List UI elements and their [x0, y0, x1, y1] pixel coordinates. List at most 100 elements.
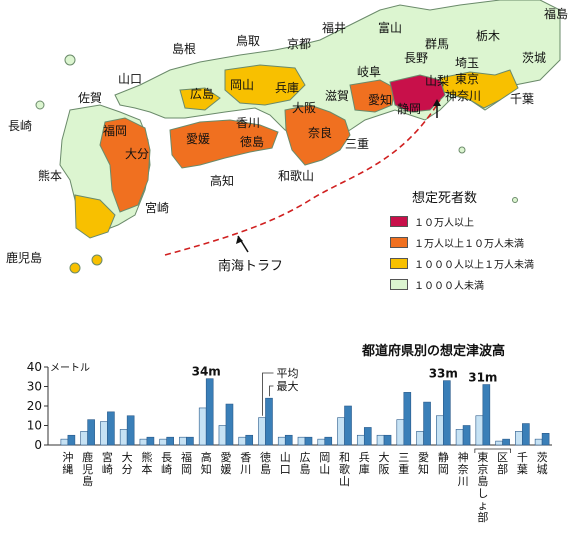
- category-label: 区: [497, 451, 508, 464]
- legend-item: １万人以上１０万人未満: [390, 235, 524, 250]
- category-label: 川: [458, 475, 469, 488]
- legend-item: １０００人未満: [390, 277, 484, 292]
- bar-average: [495, 440, 503, 446]
- category-label: 崎: [161, 462, 172, 476]
- category-label: 縄: [62, 462, 73, 476]
- prefecture-label: 群馬: [425, 37, 450, 51]
- legend-swatch: [390, 237, 408, 248]
- series-legend-label: 最大: [276, 379, 298, 393]
- bar-max: [383, 434, 392, 446]
- prefecture-label: 香川: [236, 116, 261, 130]
- kinki-yellow: [224, 64, 306, 106]
- prefecture-label: 京都: [287, 37, 312, 51]
- chart-title: 都道府県別の想定津波高: [362, 344, 506, 359]
- category-label: 愛: [418, 451, 429, 464]
- prefecture-label: 愛媛: [186, 132, 211, 146]
- bar-average: [515, 431, 523, 446]
- bar-max: [166, 436, 174, 446]
- bar-average: [396, 419, 405, 446]
- category-label: 宮: [102, 450, 113, 464]
- prefecture-label: 埼玉: [455, 56, 480, 70]
- bar-average: [100, 421, 108, 446]
- bar-average: [356, 434, 365, 446]
- bar-average: [455, 429, 464, 446]
- category-label: 長: [161, 451, 172, 464]
- prefecture-label: 徳島: [240, 135, 265, 149]
- category-label: 本: [141, 462, 152, 476]
- legend-label: １０００人未満: [414, 281, 484, 292]
- bar-max: [462, 425, 471, 446]
- y-axis-label: メートル: [50, 363, 90, 374]
- bar-max: [423, 401, 431, 446]
- category-label: 茨: [537, 450, 548, 464]
- bar-average: [337, 417, 345, 446]
- prefecture-label: 熊本: [38, 169, 63, 183]
- prefecture-label: 広島: [190, 87, 215, 101]
- bar-max: [363, 427, 372, 446]
- bar-max: [522, 423, 530, 446]
- category-label: 島: [260, 462, 271, 476]
- category-label: 大: [379, 450, 390, 464]
- map-graphic: [35, 0, 561, 274]
- category-label: 岡: [181, 463, 192, 476]
- prefecture-label: 滋賀: [325, 89, 350, 103]
- legend-label: １０００人以上１万人未満: [414, 260, 534, 271]
- y-tick-label: 30: [27, 380, 42, 394]
- prefecture-label: 和歌山: [278, 169, 315, 183]
- prefecture-label: 岐阜: [357, 65, 382, 79]
- bar-max: [541, 433, 550, 446]
- island-3: [69, 262, 81, 274]
- bar-max: [67, 434, 76, 446]
- bar-average: [317, 438, 326, 446]
- prefecture-label: 福島: [544, 7, 569, 21]
- category-label: 三: [398, 451, 409, 464]
- y-tick-label: 0: [34, 438, 42, 452]
- bar-max: [205, 378, 214, 446]
- category-label: 葉: [517, 462, 528, 476]
- bar-max: [324, 436, 333, 446]
- bar-max: [126, 415, 135, 446]
- category-label: 鹿: [82, 450, 93, 464]
- bar-average: [297, 436, 306, 446]
- category-label: 島: [82, 474, 93, 488]
- prefecture-label: 兵庫: [275, 81, 300, 95]
- category-label: 部: [497, 462, 508, 476]
- bar-max: [502, 438, 510, 446]
- category-label: 島: [300, 462, 311, 476]
- prefecture-label: 山梨: [425, 74, 450, 88]
- prefecture-label: 静岡: [397, 102, 422, 116]
- bar-max: [482, 384, 491, 446]
- bar-max: [225, 403, 234, 446]
- island-2: [35, 100, 45, 110]
- category-label: し: [477, 487, 488, 500]
- prefecture-label: 長野: [404, 51, 429, 65]
- category-label: 部: [477, 510, 488, 524]
- bar-max: [265, 397, 273, 446]
- category-label: 城: [537, 463, 548, 476]
- category-label: 兵: [359, 451, 370, 464]
- prefecture-label: 鳥取: [236, 34, 261, 48]
- category-label: 山: [319, 463, 330, 476]
- category-label: 熊: [141, 450, 152, 464]
- bar-max: [344, 405, 352, 446]
- category-label: 愛: [220, 451, 231, 464]
- y-tick-label: 20: [27, 399, 42, 413]
- bar-average: [258, 417, 266, 446]
- island-5: [458, 146, 466, 154]
- bar-average: [436, 415, 444, 446]
- category-label: 山: [339, 475, 350, 488]
- category-label: 児: [82, 463, 93, 476]
- legend-leader-avg: [262, 372, 274, 416]
- island-6: [512, 197, 518, 203]
- category-label: 阪: [379, 462, 390, 476]
- bar-average: [179, 436, 187, 446]
- category-label: 静: [438, 450, 449, 464]
- aichi-orange: [349, 79, 396, 113]
- bar-average: [534, 438, 543, 446]
- prefecture-label: 大分: [125, 147, 150, 161]
- category-label: 庫: [359, 462, 370, 476]
- prefecture-label: 高知: [210, 174, 235, 188]
- prefecture-label: 長崎: [8, 119, 33, 133]
- category-label: 崎: [102, 462, 113, 476]
- bar-average: [159, 438, 167, 446]
